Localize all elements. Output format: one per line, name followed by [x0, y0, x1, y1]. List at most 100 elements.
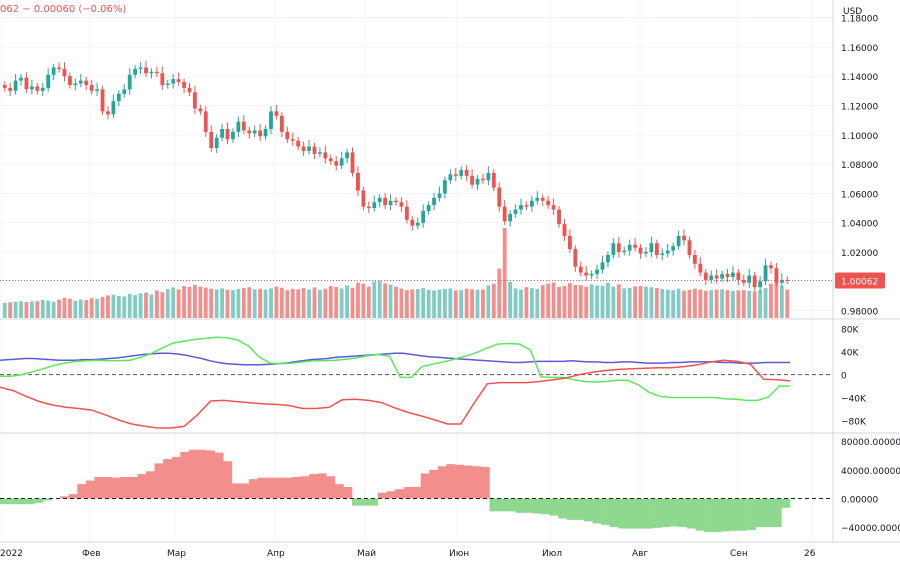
volume-bar — [491, 283, 496, 318]
candle-body — [138, 67, 143, 69]
hist-bar — [42, 498, 52, 501]
hist-bar — [111, 477, 121, 499]
volume-bar — [595, 285, 599, 318]
candle-body — [193, 92, 197, 109]
hist-bar — [343, 487, 353, 499]
candle-body — [589, 274, 594, 276]
candle-body — [443, 180, 447, 194]
volume-bar — [40, 300, 45, 318]
candle-body — [682, 235, 686, 241]
candle-body — [611, 243, 616, 255]
volume-bar — [703, 290, 708, 318]
volume-bar — [481, 289, 485, 318]
candle-body — [752, 275, 757, 288]
candle-body — [665, 250, 670, 254]
volume-bar — [51, 301, 56, 318]
volume-bar — [736, 290, 741, 318]
time-tick-label: 26 — [804, 549, 816, 559]
candle-body — [269, 111, 273, 129]
volume-bar — [73, 300, 78, 318]
volume-bar — [654, 288, 659, 318]
hist-bar — [214, 452, 224, 499]
candle-body — [312, 146, 317, 154]
hist-bar — [274, 477, 284, 499]
volume-bar — [263, 289, 268, 318]
candle-body — [606, 254, 610, 263]
cot-lines — [0, 336, 833, 429]
hist-bar — [678, 498, 688, 528]
volume-bar — [421, 288, 426, 318]
hist-bar — [188, 449, 198, 499]
volume-bar — [557, 286, 561, 318]
candle-body — [448, 174, 453, 181]
volume-bar — [687, 289, 692, 318]
hist-bar — [34, 498, 44, 503]
volume-bar — [459, 290, 464, 318]
volume-bar — [508, 281, 513, 318]
hist-bar — [283, 477, 293, 499]
hist-bar — [68, 494, 78, 499]
volume-bar — [187, 286, 192, 318]
volume-bar — [95, 298, 100, 318]
volume-bar — [372, 281, 377, 318]
candle-body — [187, 87, 192, 93]
hist-bar — [583, 498, 593, 522]
hist-bar — [128, 476, 138, 499]
volume-bar — [176, 289, 181, 318]
volume-bar — [633, 286, 638, 318]
hist-bar — [231, 483, 241, 499]
cot-series-line — [0, 336, 790, 402]
volume-bar — [225, 289, 230, 318]
candle-body — [46, 74, 51, 88]
hist-bar — [558, 498, 568, 519]
candle-body — [176, 79, 181, 83]
hist-bar — [17, 498, 27, 505]
hist-tick-label: −40000.00000 — [841, 524, 900, 534]
hist-bar — [609, 498, 619, 528]
hist-bar — [395, 489, 404, 499]
volume-bar — [231, 290, 235, 318]
volume-bar — [356, 282, 360, 318]
volume-bars — [2, 228, 790, 318]
candle-body — [491, 172, 496, 188]
candle-body — [660, 253, 665, 255]
candle-body — [323, 152, 328, 159]
hist-bar — [437, 466, 447, 499]
candle-body — [356, 172, 360, 191]
volume-bar — [198, 286, 203, 318]
candle-body — [383, 197, 388, 206]
hist-bar — [747, 498, 756, 530]
candle-body — [122, 89, 127, 94]
hist-bar — [489, 498, 499, 512]
candle-body — [513, 209, 518, 214]
volume-bar — [8, 302, 13, 318]
volume-bar — [502, 228, 507, 318]
candle-body — [529, 200, 534, 207]
hist-bar — [506, 498, 516, 512]
volume-bar — [111, 294, 116, 318]
hist-bar — [223, 461, 233, 499]
candle-body — [377, 197, 382, 203]
volume-bar — [318, 289, 322, 318]
volume-bar — [774, 282, 779, 318]
volume-bar — [209, 288, 214, 318]
candle-body — [279, 115, 284, 132]
candle-body — [432, 197, 436, 206]
volume-bar — [350, 287, 355, 318]
candle-body — [519, 205, 523, 210]
volume-bar — [453, 290, 458, 318]
candle-body — [78, 80, 83, 84]
price-tick-label: 1.14000 — [841, 73, 878, 83]
candle-body — [769, 265, 773, 269]
candle-body — [241, 121, 246, 131]
price-tick-label: 1.04000 — [841, 220, 878, 230]
candle-body — [2, 84, 7, 88]
candle-body — [89, 84, 94, 91]
candle-body — [231, 131, 235, 140]
candle-body — [551, 205, 556, 210]
hist-bar — [386, 491, 396, 499]
volume-bar — [290, 288, 295, 318]
volume-bar — [154, 290, 159, 318]
